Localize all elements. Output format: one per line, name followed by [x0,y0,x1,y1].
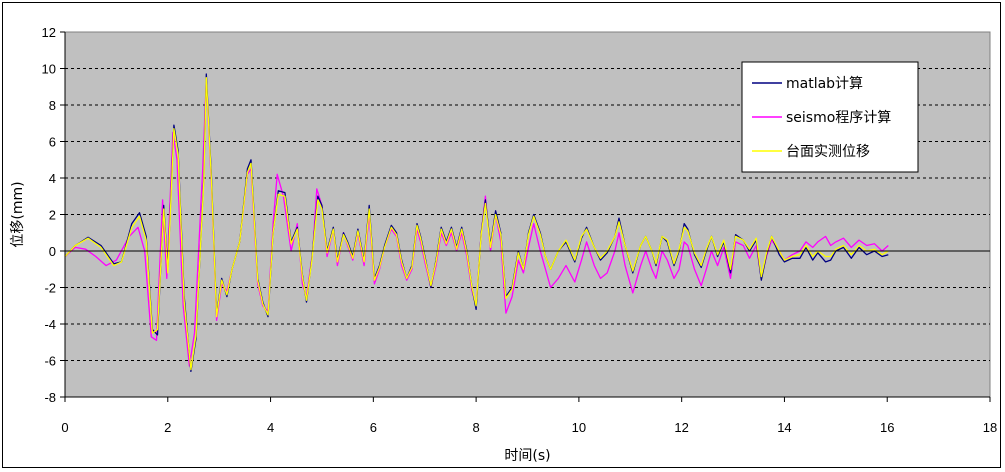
y-tick-label: 10 [42,62,56,77]
x-tick-label: 8 [472,420,479,435]
legend-label: seismo程序计算 [786,110,891,126]
legend-label: 台面实测位移 [786,144,870,160]
y-tick-label: 0 [49,244,56,259]
x-tick-label: 16 [880,420,894,435]
axes: -8 -6 -4 -2 0 2 4 6 8 10 12 0 2 4 6 8 10 12 14 16 18 [42,25,998,435]
x-tick-label: 0 [61,420,68,435]
y-tick-label: 2 [49,208,56,223]
legend-label: matlab计算 [786,76,863,92]
x-tick-label: 6 [370,420,377,435]
y-tick-label: -6 [44,354,56,369]
x-tick-label: 4 [267,420,274,435]
series-lines [64,73,889,373]
y-tick-label: 4 [49,171,56,186]
y-tick-label: 8 [49,98,56,113]
x-tick-label: 18 [983,420,997,435]
y-tick-label: 12 [42,25,56,40]
y-tick-label: -4 [44,317,56,332]
x-tick-label: 10 [572,420,586,435]
x-tick-label: 2 [164,420,171,435]
y-tick-label: -8 [44,390,56,405]
series-line [64,76,889,371]
y-tick-label: -2 [44,281,56,296]
x-axis-title: 时间(s) [504,448,550,464]
y-tick-label: 6 [49,135,56,150]
x-tick-label: 14 [777,420,791,435]
x-tick-label: 12 [674,420,688,435]
y-axis-title: 位移(mm) [10,181,26,247]
